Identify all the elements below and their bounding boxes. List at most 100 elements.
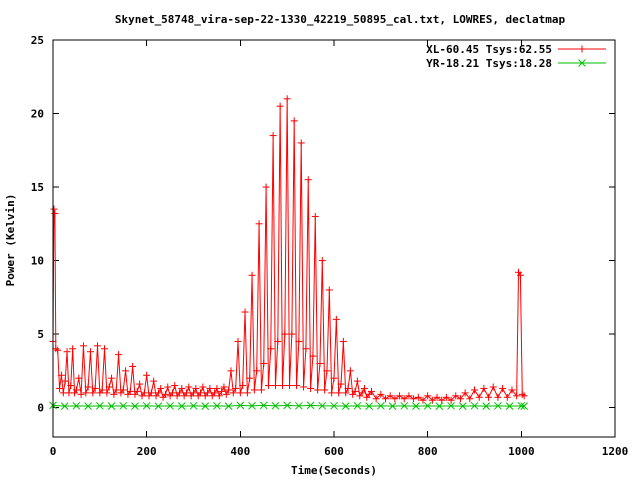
point-0-85 [239,382,247,390]
point-0-59 [178,384,186,392]
point-0-53 [164,383,172,391]
point-1-5 [107,402,116,410]
point-0-11 [67,382,75,390]
point-1-24 [330,401,338,410]
point-0-93 [257,386,265,394]
point-1-6 [119,401,128,410]
point-0-40 [133,387,141,395]
point-0-52 [161,390,169,398]
point-0-8 [61,377,69,385]
point-0-144 [386,392,394,400]
series-1 [49,401,528,410]
point-1-4 [95,401,104,410]
plot-frame [52,39,616,438]
point-0-143 [382,395,390,403]
point-1-9 [154,402,163,410]
y-tick-label-3: 15 [31,181,44,194]
point-0-21 [89,389,97,397]
point-0-171 [513,392,521,400]
point-0-78 [222,390,230,398]
point-0-55 [168,389,176,397]
point-0-68 [199,383,207,391]
point-0-152 [424,392,432,400]
point-0-173 [516,271,524,279]
point-0-107 [290,117,298,125]
point-0-97 [267,345,275,353]
legend-marker-0 [578,45,586,53]
point-0-28 [105,383,113,391]
point-0-64 [190,389,197,397]
point-1-21 [295,401,303,410]
point-0-19 [84,383,92,391]
point-0-32 [115,351,123,359]
point-0-163 [475,393,483,401]
point-1-25 [341,402,350,410]
point-0-119 [318,257,326,265]
point-0-29 [108,374,116,382]
point-0-131 [346,367,354,375]
point-0-111 [300,383,308,391]
y-axis-label: Power (Kelvin) [4,194,17,287]
point-0-38 [129,362,137,370]
point-0-106 [288,330,296,338]
series-0 [49,95,528,404]
point-0-43 [140,389,148,397]
y-tick-label-1: 5 [37,328,44,341]
point-1-18 [259,401,268,410]
point-1-31 [412,402,420,410]
point-0-26 [101,345,109,353]
point-1-34 [447,401,455,410]
point-0-140 [367,387,375,395]
point-1-38 [494,401,502,410]
point-0-154 [433,393,441,401]
point-0-124 [330,374,338,382]
point-0-118 [316,359,324,367]
point-0-18 [82,389,90,397]
point-0-37 [126,387,134,395]
point-1-16 [236,401,245,410]
point-0-82 [232,384,240,392]
point-0-35 [122,367,130,375]
point-0-170 [508,386,516,394]
point-0-146 [396,392,404,400]
legend-marker-1 [578,59,586,67]
point-1-40 [517,401,526,410]
point-0-34 [119,386,127,394]
point-0-46 [147,389,155,397]
point-0-133 [351,387,359,395]
point-1-22 [306,401,315,410]
point-0-47 [150,377,158,385]
point-0-91 [253,367,261,375]
point-0-120 [321,386,329,394]
point-0-4 [54,346,62,354]
point-0-141 [372,395,380,403]
point-0-22 [91,384,99,392]
point-1-36 [470,401,479,410]
point-0-88 [246,374,254,382]
point-0-162 [471,386,478,394]
point-1-28 [376,401,385,410]
point-0-6 [57,371,65,379]
point-1-41 [520,402,528,410]
point-0-113 [304,176,312,184]
x-tick-label-0: 0 [50,445,57,458]
x-tick-label-1: 200 [137,445,157,458]
point-0-158 [452,392,460,400]
series-line-1 [52,404,525,407]
point-0-87 [243,389,251,397]
point-0-151 [419,396,427,404]
point-0-166 [489,383,497,391]
point-0-44 [143,371,151,379]
point-1-3 [84,402,92,410]
point-0-116 [311,212,319,220]
legend-entry-xl: XL-60.45 Tsys:62.55 [426,43,552,56]
point-0-90 [250,386,258,394]
point-1-37 [482,402,491,410]
chart-title: Skynet_58748_vira-sep-22-1330_42219_5089… [115,13,566,26]
point-0-77 [220,383,228,391]
point-0-76 [218,387,226,395]
point-0-16 [77,390,85,398]
point-0-70 [204,389,212,397]
point-0-137 [360,384,368,392]
point-0-156 [442,393,450,401]
